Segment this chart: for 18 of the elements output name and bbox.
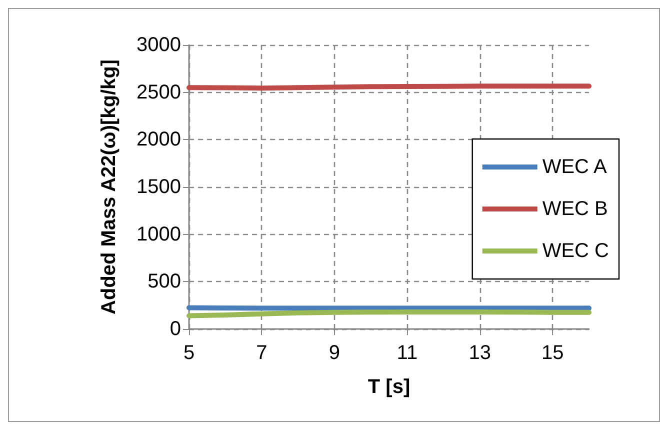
y-tick-label: 1000	[136, 223, 181, 246]
legend-label: WEC B	[542, 198, 608, 220]
x-tick-label: 11	[396, 342, 418, 364]
y-axis-title: Added Mass A22(ω)[kg/kg]	[98, 59, 120, 315]
y-tick-label: 2500	[136, 81, 181, 104]
x-tick-label: 13	[468, 342, 492, 364]
legend-label: WEC C	[542, 240, 610, 262]
x-tick-label: 7	[256, 342, 268, 364]
legend-label: WEC A	[542, 156, 608, 178]
y-tick-label: 1500	[136, 176, 181, 198]
x-tick-label: 5	[183, 342, 195, 364]
y-tick-label: 0	[170, 318, 181, 340]
y-tick-label: 500	[148, 270, 181, 293]
y-tick-label: 2000	[136, 128, 181, 151]
x-tick-label: 15	[542, 342, 564, 364]
x-axis-title: T [s]	[368, 376, 410, 398]
x-tick-label: 9	[328, 342, 340, 364]
y-tick-label: 3000	[136, 34, 181, 56]
